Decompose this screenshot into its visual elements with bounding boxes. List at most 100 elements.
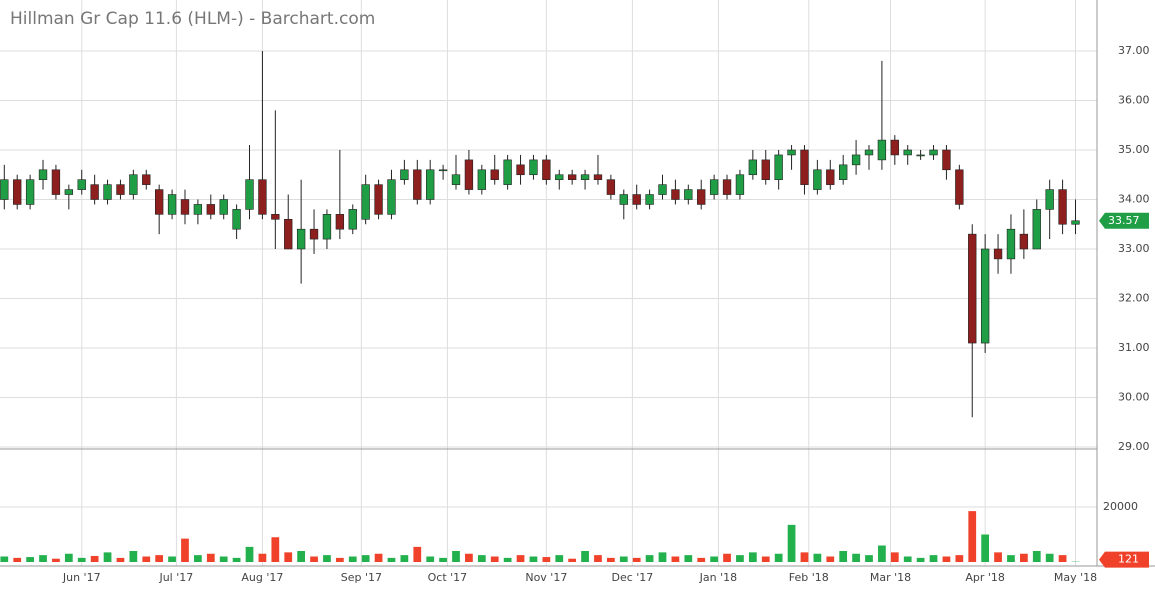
volume-bar bbox=[542, 557, 551, 562]
candle-body bbox=[1006, 228, 1016, 260]
candle-body bbox=[64, 189, 74, 195]
candle-body bbox=[116, 184, 125, 195]
candle-body bbox=[180, 199, 190, 215]
candle-body bbox=[348, 209, 357, 230]
volume-bar bbox=[594, 555, 602, 562]
volume-bar bbox=[387, 557, 396, 562]
candle-body bbox=[774, 154, 783, 180]
candle-body bbox=[671, 189, 680, 200]
volume-bar bbox=[348, 556, 357, 562]
volume-tick-label: 20000 bbox=[1103, 500, 1138, 513]
volume-bar bbox=[155, 555, 164, 562]
candle-body bbox=[155, 189, 164, 215]
volume-bar bbox=[632, 557, 641, 562]
candle-body bbox=[142, 174, 151, 185]
candle-body bbox=[697, 189, 706, 205]
price-marker bbox=[1099, 212, 1149, 229]
volume-bar bbox=[813, 553, 822, 562]
candle-body bbox=[296, 228, 306, 250]
volume-bar bbox=[890, 552, 899, 562]
volume-bar bbox=[1007, 555, 1015, 562]
volume-bar bbox=[194, 555, 202, 562]
volume-bar bbox=[258, 553, 267, 562]
candle-body bbox=[477, 169, 486, 190]
volume-bar bbox=[916, 557, 925, 562]
candle-body bbox=[400, 169, 409, 180]
candle-body bbox=[258, 179, 267, 215]
candle-body bbox=[645, 194, 654, 205]
candle-body bbox=[555, 174, 564, 180]
candle-body bbox=[619, 194, 628, 205]
volume-bar bbox=[181, 538, 189, 562]
volume-bar bbox=[503, 557, 512, 562]
x-tick-label: May '18 bbox=[1054, 571, 1097, 584]
candle-body bbox=[567, 174, 577, 180]
candle-body bbox=[658, 184, 667, 195]
volume-bar bbox=[39, 555, 47, 562]
volume-bar bbox=[839, 551, 848, 562]
candle-body bbox=[864, 149, 874, 156]
candle-body bbox=[129, 174, 138, 195]
volume-bar bbox=[994, 552, 1002, 562]
volume-bar bbox=[1045, 553, 1054, 562]
volume-bar bbox=[335, 557, 344, 562]
volume-bar bbox=[77, 557, 86, 562]
volume-bar bbox=[774, 553, 783, 562]
chart-title: Hillman Gr Cap 11.6 (HLM-) - Barchart.co… bbox=[10, 9, 375, 29]
candle-body bbox=[413, 169, 422, 200]
candle-body bbox=[206, 204, 215, 215]
candle-body bbox=[503, 159, 512, 185]
volume-bar bbox=[968, 511, 977, 562]
volume-bar bbox=[852, 553, 860, 562]
volume-bar bbox=[671, 556, 680, 562]
candle-body bbox=[1058, 189, 1067, 225]
volume-bar bbox=[684, 555, 693, 562]
candle-body bbox=[38, 169, 48, 180]
volume-marker bbox=[1099, 551, 1149, 568]
volume-bar bbox=[142, 556, 151, 562]
volume-bar bbox=[400, 555, 409, 562]
y-tick-label: 33.00 bbox=[1118, 242, 1150, 255]
candle-body bbox=[813, 169, 822, 190]
volume-bar bbox=[64, 553, 73, 562]
candle-body bbox=[735, 174, 745, 195]
last-volume-label: 121 bbox=[1118, 553, 1139, 566]
candle-body bbox=[606, 179, 616, 195]
candle-body bbox=[374, 184, 383, 215]
candle-body bbox=[916, 154, 925, 157]
volume-bar bbox=[658, 552, 667, 562]
x-tick-label: Feb '18 bbox=[789, 571, 829, 584]
volume-bar bbox=[697, 557, 706, 562]
y-tick-label: 37.00 bbox=[1118, 44, 1150, 57]
volume-bar bbox=[90, 555, 99, 562]
candle-body bbox=[0, 179, 9, 200]
y-tick-label: 32.00 bbox=[1118, 291, 1150, 304]
candle-body bbox=[426, 169, 435, 200]
candle-body bbox=[955, 169, 964, 205]
y-tick-label: 30.00 bbox=[1118, 390, 1150, 403]
volume-bar bbox=[490, 556, 499, 562]
candle-body bbox=[451, 174, 461, 185]
candle-body bbox=[968, 233, 977, 344]
y-tick-label: 29.00 bbox=[1118, 440, 1150, 453]
volume-bar bbox=[374, 553, 383, 562]
candle-body bbox=[877, 139, 887, 161]
last-price-label: 33.57 bbox=[1108, 214, 1140, 227]
candle-body bbox=[516, 164, 525, 176]
candle-body bbox=[271, 214, 280, 220]
candle-body bbox=[77, 179, 86, 190]
volume-bar bbox=[245, 546, 254, 562]
x-tick-label: Mar '18 bbox=[870, 571, 911, 584]
y-tick-label: 35.00 bbox=[1118, 143, 1150, 156]
candle-body bbox=[929, 149, 938, 156]
candle-body bbox=[942, 149, 951, 171]
volume-bar bbox=[323, 555, 331, 562]
candle-body bbox=[90, 184, 99, 200]
candle-body bbox=[167, 194, 177, 215]
volume-bar bbox=[1032, 551, 1041, 562]
candle-body bbox=[1032, 209, 1041, 250]
candle-body bbox=[980, 248, 990, 344]
volume-bar bbox=[297, 551, 306, 562]
candle-body bbox=[800, 149, 809, 185]
candle-body bbox=[787, 149, 796, 156]
